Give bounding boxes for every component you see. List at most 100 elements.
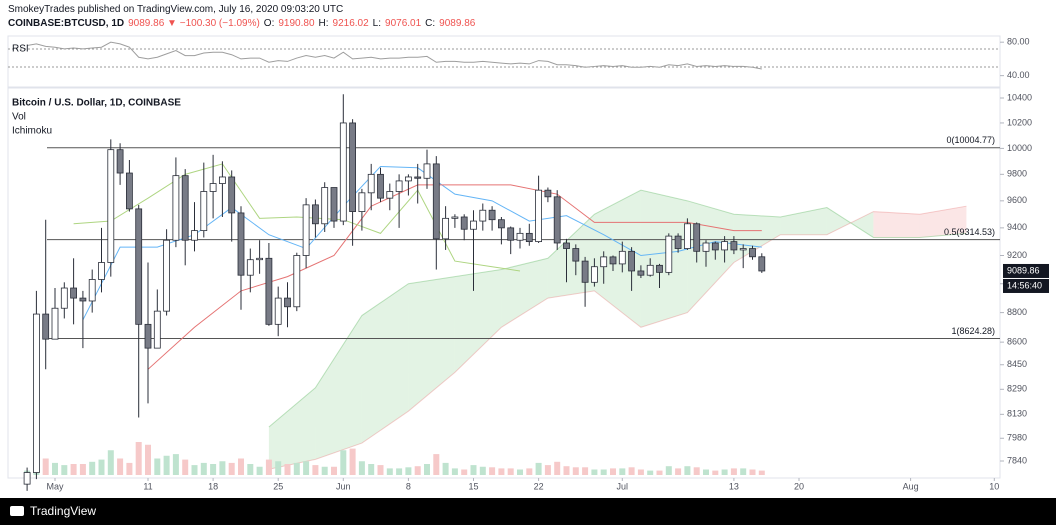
candle-body	[618, 250, 626, 265]
x-tick-label: 22	[534, 481, 544, 491]
volume-bar	[331, 466, 337, 475]
volume-bar	[442, 462, 449, 475]
candle-body	[684, 223, 691, 249]
candle-body	[321, 187, 329, 225]
volume-bar	[293, 462, 300, 475]
volume-bar	[712, 470, 719, 475]
y-tick-label: 9400	[1007, 222, 1027, 232]
candle-body	[367, 173, 375, 194]
cloud	[826, 207, 874, 238]
cloud	[315, 315, 362, 460]
y-tick-label: 8800	[1007, 307, 1027, 317]
logo	[10, 506, 24, 516]
x-tick-label: 13	[729, 481, 739, 491]
volume-bar	[451, 468, 458, 475]
header-segment: 9190.80	[278, 18, 315, 29]
level-label: 1(8624.28)	[951, 326, 995, 336]
countdown-label: 14:56:40	[1007, 280, 1042, 290]
candle-body	[525, 232, 533, 243]
level-label: 0.5(9314.53)	[944, 227, 995, 237]
volume-bar	[730, 468, 737, 475]
candle-body	[628, 250, 635, 272]
candle-body	[237, 212, 245, 276]
volume-bar	[433, 454, 440, 475]
volume-bar	[145, 444, 151, 475]
candle-body	[749, 248, 756, 258]
candle-body	[479, 209, 487, 222]
candle-body	[163, 239, 171, 312]
candle-body	[377, 173, 384, 199]
candle-body	[311, 204, 319, 225]
candle-body	[284, 297, 291, 308]
x-tick-label: 8	[406, 481, 411, 491]
volume-bar	[377, 465, 384, 475]
brand: TradingView	[30, 504, 97, 518]
volume-bar	[749, 469, 756, 475]
cloud-edge	[268, 189, 967, 428]
candle-body	[395, 180, 403, 192]
candle-body	[265, 257, 273, 325]
header: SmokeyTrades published on TradingView.co…	[8, 3, 479, 31]
volume-bar	[89, 461, 96, 475]
candle-body	[432, 163, 440, 240]
y-tick-label: 9200	[1007, 250, 1027, 260]
candle-body	[497, 219, 505, 229]
candle-body	[126, 172, 133, 210]
volume-bar	[563, 466, 570, 475]
price-tag-label: 9089.86	[1007, 265, 1040, 275]
volume-bar	[572, 467, 579, 475]
volume-bar	[647, 470, 654, 475]
chart-title: Bitcoin / U.S. Dollar, 1D, COINBASE	[12, 98, 181, 109]
candle-body	[758, 256, 766, 272]
candle-body	[572, 248, 580, 262]
candle-body	[591, 266, 598, 283]
candle-body	[23, 472, 31, 485]
cloud	[733, 214, 781, 263]
volume-bar	[265, 459, 272, 475]
header-segment: 9216.02	[332, 18, 369, 29]
volume-bar	[117, 458, 124, 475]
candle-body	[246, 259, 254, 276]
y-tick-label: 8130	[1007, 409, 1027, 419]
volume-bar	[312, 465, 319, 475]
x-tick-label: 18	[208, 481, 218, 491]
candle-body	[107, 149, 115, 263]
cloud	[361, 283, 409, 444]
indicator-label: Vol	[12, 112, 26, 123]
candle-body	[172, 175, 180, 241]
candle-body	[600, 256, 608, 268]
candle-body	[665, 235, 673, 273]
candle-body	[609, 256, 617, 265]
header-segment: 9089.86	[439, 18, 476, 29]
header-segment: H:	[318, 18, 329, 29]
rsi-tick-label: 80.00	[1007, 37, 1030, 47]
cloud	[873, 211, 920, 238]
candle-body	[516, 232, 524, 241]
volume-bar	[200, 462, 207, 475]
candle-body	[637, 270, 645, 276]
volume-bar	[349, 448, 356, 475]
candle-body	[553, 196, 561, 244]
volume-bar	[340, 450, 347, 475]
volume-bar	[507, 468, 514, 475]
countdown-tag	[1003, 278, 1049, 293]
header-segment: O:	[263, 18, 275, 29]
volume-bar	[582, 467, 589, 475]
volume-bar	[79, 464, 86, 475]
header-segment: 9076.01	[385, 18, 422, 29]
volume-bar	[182, 459, 189, 475]
cloud	[594, 190, 641, 328]
volume-bar	[535, 462, 542, 475]
y-tick-label: 8600	[1007, 337, 1027, 347]
candle-body	[200, 191, 208, 232]
volume-bar	[61, 465, 68, 475]
candle-body	[451, 216, 459, 219]
x-tick-label: Jun	[336, 481, 351, 491]
ichimoku-line	[147, 184, 762, 370]
candle-body	[33, 313, 40, 473]
volume-bar	[544, 465, 551, 475]
level-label: 0(10004.77)	[946, 135, 995, 145]
candle-body	[79, 297, 87, 302]
volume-bar	[256, 466, 263, 475]
